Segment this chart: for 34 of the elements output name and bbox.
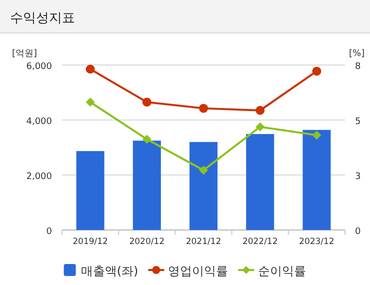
point (199, 166, 208, 175)
bar (302, 130, 331, 230)
point (256, 106, 265, 115)
y2-tick-label: 0 (355, 227, 361, 237)
chart-title: 수익성지표 (10, 11, 75, 26)
legend-label: 매출액(좌) (80, 264, 138, 278)
x-tick-label: 2023/12 (299, 237, 334, 247)
point (142, 134, 152, 144)
y-tick-label: 2,000 (26, 172, 52, 182)
point (256, 122, 265, 132)
bar (76, 151, 104, 230)
x-tick-label: 2022/12 (242, 237, 278, 247)
y2-tick-label: 3 (355, 172, 361, 182)
bar (132, 140, 161, 230)
x-tick-label: 2021/12 (186, 237, 222, 247)
y-tick-label: 0 (46, 227, 52, 237)
y-tick-label: 6,000 (26, 62, 52, 72)
y-axis-title: [억원] (12, 49, 38, 59)
point (86, 98, 95, 107)
y2-axis-title: [%] (349, 49, 365, 59)
x-tick-label: 2020/12 (129, 237, 165, 247)
point (199, 104, 208, 113)
point (142, 98, 152, 107)
legend-label: 영업이익률 (168, 264, 228, 278)
bar (190, 142, 218, 230)
bar (246, 134, 274, 230)
y2-tick-label: 5 (355, 117, 361, 128)
y-tick-label: 4,000 (26, 117, 52, 127)
point (312, 66, 322, 76)
point (86, 64, 95, 74)
y2-tick-label: 8 (355, 62, 361, 72)
point (312, 130, 322, 140)
x-tick-label: 2019/12 (72, 237, 108, 247)
legend-label: 순이익률 (258, 264, 306, 278)
